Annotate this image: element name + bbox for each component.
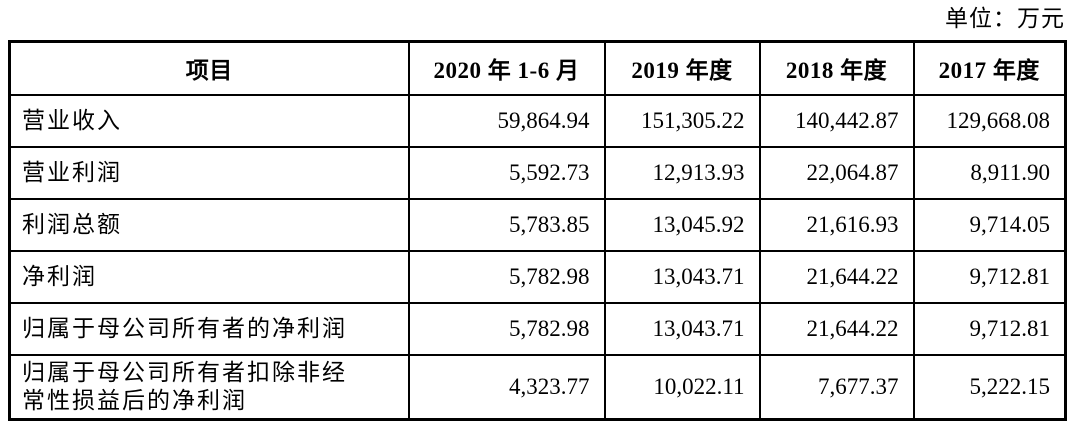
row-label-text: 利润总额 xyxy=(22,211,122,237)
column-header-2020-h1: 2020 年 1-6 月 xyxy=(407,40,606,96)
cell-value: 10,022.11 xyxy=(603,353,761,420)
cell-value: 5,782.98 xyxy=(407,249,606,304)
cell-value: 9,712.81 xyxy=(912,301,1067,356)
cell-value: 13,045.92 xyxy=(603,197,761,252)
table-row: 利润总额 5,783.85 13,045.92 21,616.93 9,714.05 xyxy=(8,197,1067,252)
cell-value: 21,644.22 xyxy=(758,249,915,304)
row-label: 归属于母公司所有者的净利润 xyxy=(8,301,410,356)
cell-value: 151,305.22 xyxy=(603,93,761,148)
row-label-text: 营业收入 xyxy=(22,107,122,133)
cell-value: 59,864.94 xyxy=(407,93,606,148)
cell-value: 7,677.37 xyxy=(758,353,915,420)
header-row: 项目 2020 年 1-6 月 2019 年度 2018 年度 2017 年度 xyxy=(8,40,1067,96)
row-label: 归属于母公司所有者扣除非经常性损益后的净利润 xyxy=(8,353,410,420)
cell-value: 5,783.85 xyxy=(407,197,606,252)
cell-value: 8,911.90 xyxy=(912,145,1067,200)
cell-value: 129,668.08 xyxy=(912,93,1067,148)
row-label: 营业收入 xyxy=(8,93,410,148)
table-row: 归属于母公司所有者扣除非经常性损益后的净利润 4,323.77 10,022.11 7… xyxy=(8,353,1067,420)
row-label: 净利润 xyxy=(8,249,410,304)
table-row: 净利润 5,782.98 13,043.71 21,644.22 9,712.81 xyxy=(8,249,1067,304)
column-header-item: 项目 xyxy=(8,40,410,96)
table-body: 营业收入 59,864.94 151,305.22 140,442.87 129,668… xyxy=(8,93,1067,420)
cell-value: 5,222.15 xyxy=(912,353,1067,420)
cell-value: 5,782.98 xyxy=(407,301,606,356)
column-header-2017: 2017 年度 xyxy=(912,40,1067,96)
row-label: 利润总额 xyxy=(8,197,410,252)
table-row: 归属于母公司所有者的净利润 5,782.98 13,043.71 21,644.22 9… xyxy=(8,301,1067,356)
cell-value: 9,714.05 xyxy=(912,197,1067,252)
cell-value: 140,442.87 xyxy=(758,93,915,148)
cell-value: 9,712.81 xyxy=(912,249,1067,304)
cell-value: 21,616.93 xyxy=(758,197,915,252)
table-row: 营业利润 5,592.73 12,913.93 22,064.87 8,911.90 xyxy=(8,145,1067,200)
row-label-text: 归属于母公司所有者扣除非经常性损益后的净利润 xyxy=(22,359,347,413)
cell-value: 12,913.93 xyxy=(603,145,761,200)
cell-value: 21,644.22 xyxy=(758,301,915,356)
cell-value: 22,064.87 xyxy=(758,145,915,200)
row-label-text: 净利润 xyxy=(22,263,97,289)
financial-summary-table: 项目 2020 年 1-6 月 2019 年度 2018 年度 2017 年度 … xyxy=(8,40,1067,421)
row-label-text: 营业利润 xyxy=(22,159,122,185)
cell-value: 4,323.77 xyxy=(407,353,606,420)
cell-value: 13,043.71 xyxy=(603,249,761,304)
row-label: 营业利润 xyxy=(8,145,410,200)
table-row: 营业收入 59,864.94 151,305.22 140,442.87 129,668… xyxy=(8,93,1067,148)
unit-label: 单位：万元 xyxy=(945,6,1065,31)
cell-value: 5,592.73 xyxy=(407,145,606,200)
cell-value: 13,043.71 xyxy=(603,301,761,356)
column-header-2019: 2019 年度 xyxy=(603,40,761,96)
column-header-2018: 2018 年度 xyxy=(758,40,915,96)
row-label-text: 归属于母公司所有者的净利润 xyxy=(22,315,347,341)
